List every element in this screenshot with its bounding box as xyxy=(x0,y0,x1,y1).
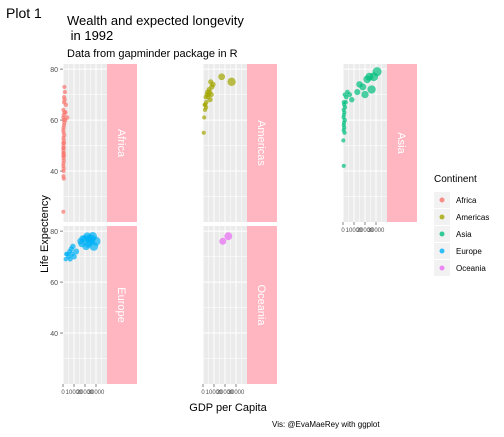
facet-africa: Africa 40 60 80 xyxy=(50,64,137,222)
data-point xyxy=(219,237,227,245)
data-point xyxy=(77,237,84,245)
strip-label: Africa xyxy=(115,129,127,158)
x-tick-label: 30000 xyxy=(228,390,245,396)
strip-label: Asia xyxy=(395,132,407,154)
y-tick-label: 40 xyxy=(50,169,58,176)
data-point xyxy=(347,92,353,98)
x-tick-label: 10000 xyxy=(346,228,363,234)
legend-label: Oceania xyxy=(456,264,486,273)
data-point xyxy=(359,83,367,91)
legend-label: Asia xyxy=(456,230,472,239)
legend-label: Africa xyxy=(456,196,477,205)
data-point xyxy=(61,209,66,214)
data-point xyxy=(207,97,213,103)
data-point xyxy=(369,72,379,82)
legend-item-africa: Africa xyxy=(434,192,477,208)
data-point xyxy=(71,253,77,260)
data-point xyxy=(344,94,349,100)
legend-item-asia: Asia xyxy=(434,226,472,242)
y-axis-title: Life Expectency xyxy=(39,195,51,273)
chart-title-line: Wealth and expected longevity xyxy=(67,13,244,28)
x-tick-label: 30000 xyxy=(368,228,385,234)
data-point xyxy=(67,256,73,262)
legend-title: Continent xyxy=(434,174,477,185)
figure-label: Plot 1 xyxy=(6,5,42,21)
legend-key-dot xyxy=(439,197,445,203)
x-tick-label: 20000 xyxy=(357,228,374,234)
data-point xyxy=(227,77,236,87)
data-point xyxy=(361,90,369,99)
data-point xyxy=(62,84,67,90)
strip-background xyxy=(107,226,137,384)
legend-item-europe: Europe xyxy=(434,243,482,259)
data-point xyxy=(61,176,66,181)
data-point xyxy=(341,138,346,143)
y-tick-label: 40 xyxy=(50,331,58,338)
strip-background xyxy=(107,64,137,222)
data-point xyxy=(201,130,206,135)
data-point xyxy=(73,248,80,255)
legend-key-dot xyxy=(439,231,445,237)
chart-subtitle: Data from gapminder package in R xyxy=(67,48,238,60)
data-point xyxy=(342,130,347,135)
x-tick-label: 10000 xyxy=(66,390,83,396)
x-tick-label: 30000 xyxy=(88,390,105,396)
data-point xyxy=(354,88,361,96)
data-point xyxy=(202,107,208,113)
legend: Continent Africa Americas Asia Europe Oceani… xyxy=(434,174,489,276)
chart-title-line: in 1992 xyxy=(67,28,113,43)
strip-background xyxy=(387,64,417,222)
x-tick-label: 10000 xyxy=(206,390,223,396)
legend-item-americas: Americas xyxy=(434,209,489,225)
legend-key-dot xyxy=(439,265,445,271)
x-tick-label: 20000 xyxy=(77,390,94,396)
chart-caption: Vis: @EvaMaeRey with ggplot xyxy=(272,420,380,429)
facet-americas: Americas xyxy=(201,64,277,222)
y-tick-label: 60 xyxy=(50,118,58,125)
data-point xyxy=(89,242,99,251)
data-point xyxy=(224,232,233,241)
x-tick-label: 0 xyxy=(341,228,345,234)
y-tick-label: 60 xyxy=(50,280,58,287)
legend-label: Americas xyxy=(456,213,489,222)
data-point xyxy=(367,85,376,94)
data-point xyxy=(341,163,346,168)
legend-label: Europe xyxy=(456,247,482,256)
legend-key-dot xyxy=(439,248,445,254)
strip-background xyxy=(247,226,277,384)
x-tick-label: 0 xyxy=(201,390,205,396)
data-point xyxy=(202,115,207,120)
data-point xyxy=(363,75,372,84)
strip-label: Americas xyxy=(255,120,267,166)
strip-label: Europe xyxy=(115,287,127,322)
legend-item-oceania: Oceania xyxy=(434,260,486,276)
data-point xyxy=(82,242,90,251)
data-point xyxy=(62,89,68,95)
data-point xyxy=(61,168,66,174)
x-tick-label: 0 xyxy=(61,390,65,396)
data-point xyxy=(218,73,226,81)
strip-background xyxy=(247,64,277,222)
strip-label: Oceania xyxy=(255,285,267,327)
x-axis-title: GDP per Capita xyxy=(189,402,267,414)
chart-title: Wealth and expected longevity in 1992 xyxy=(67,13,244,43)
y-tick-label: 80 xyxy=(50,229,58,236)
data-point xyxy=(63,102,69,107)
y-tick-label: 80 xyxy=(50,67,58,74)
legend-key-dot xyxy=(439,214,445,220)
data-point xyxy=(349,97,355,103)
x-tick-label: 20000 xyxy=(217,390,234,396)
